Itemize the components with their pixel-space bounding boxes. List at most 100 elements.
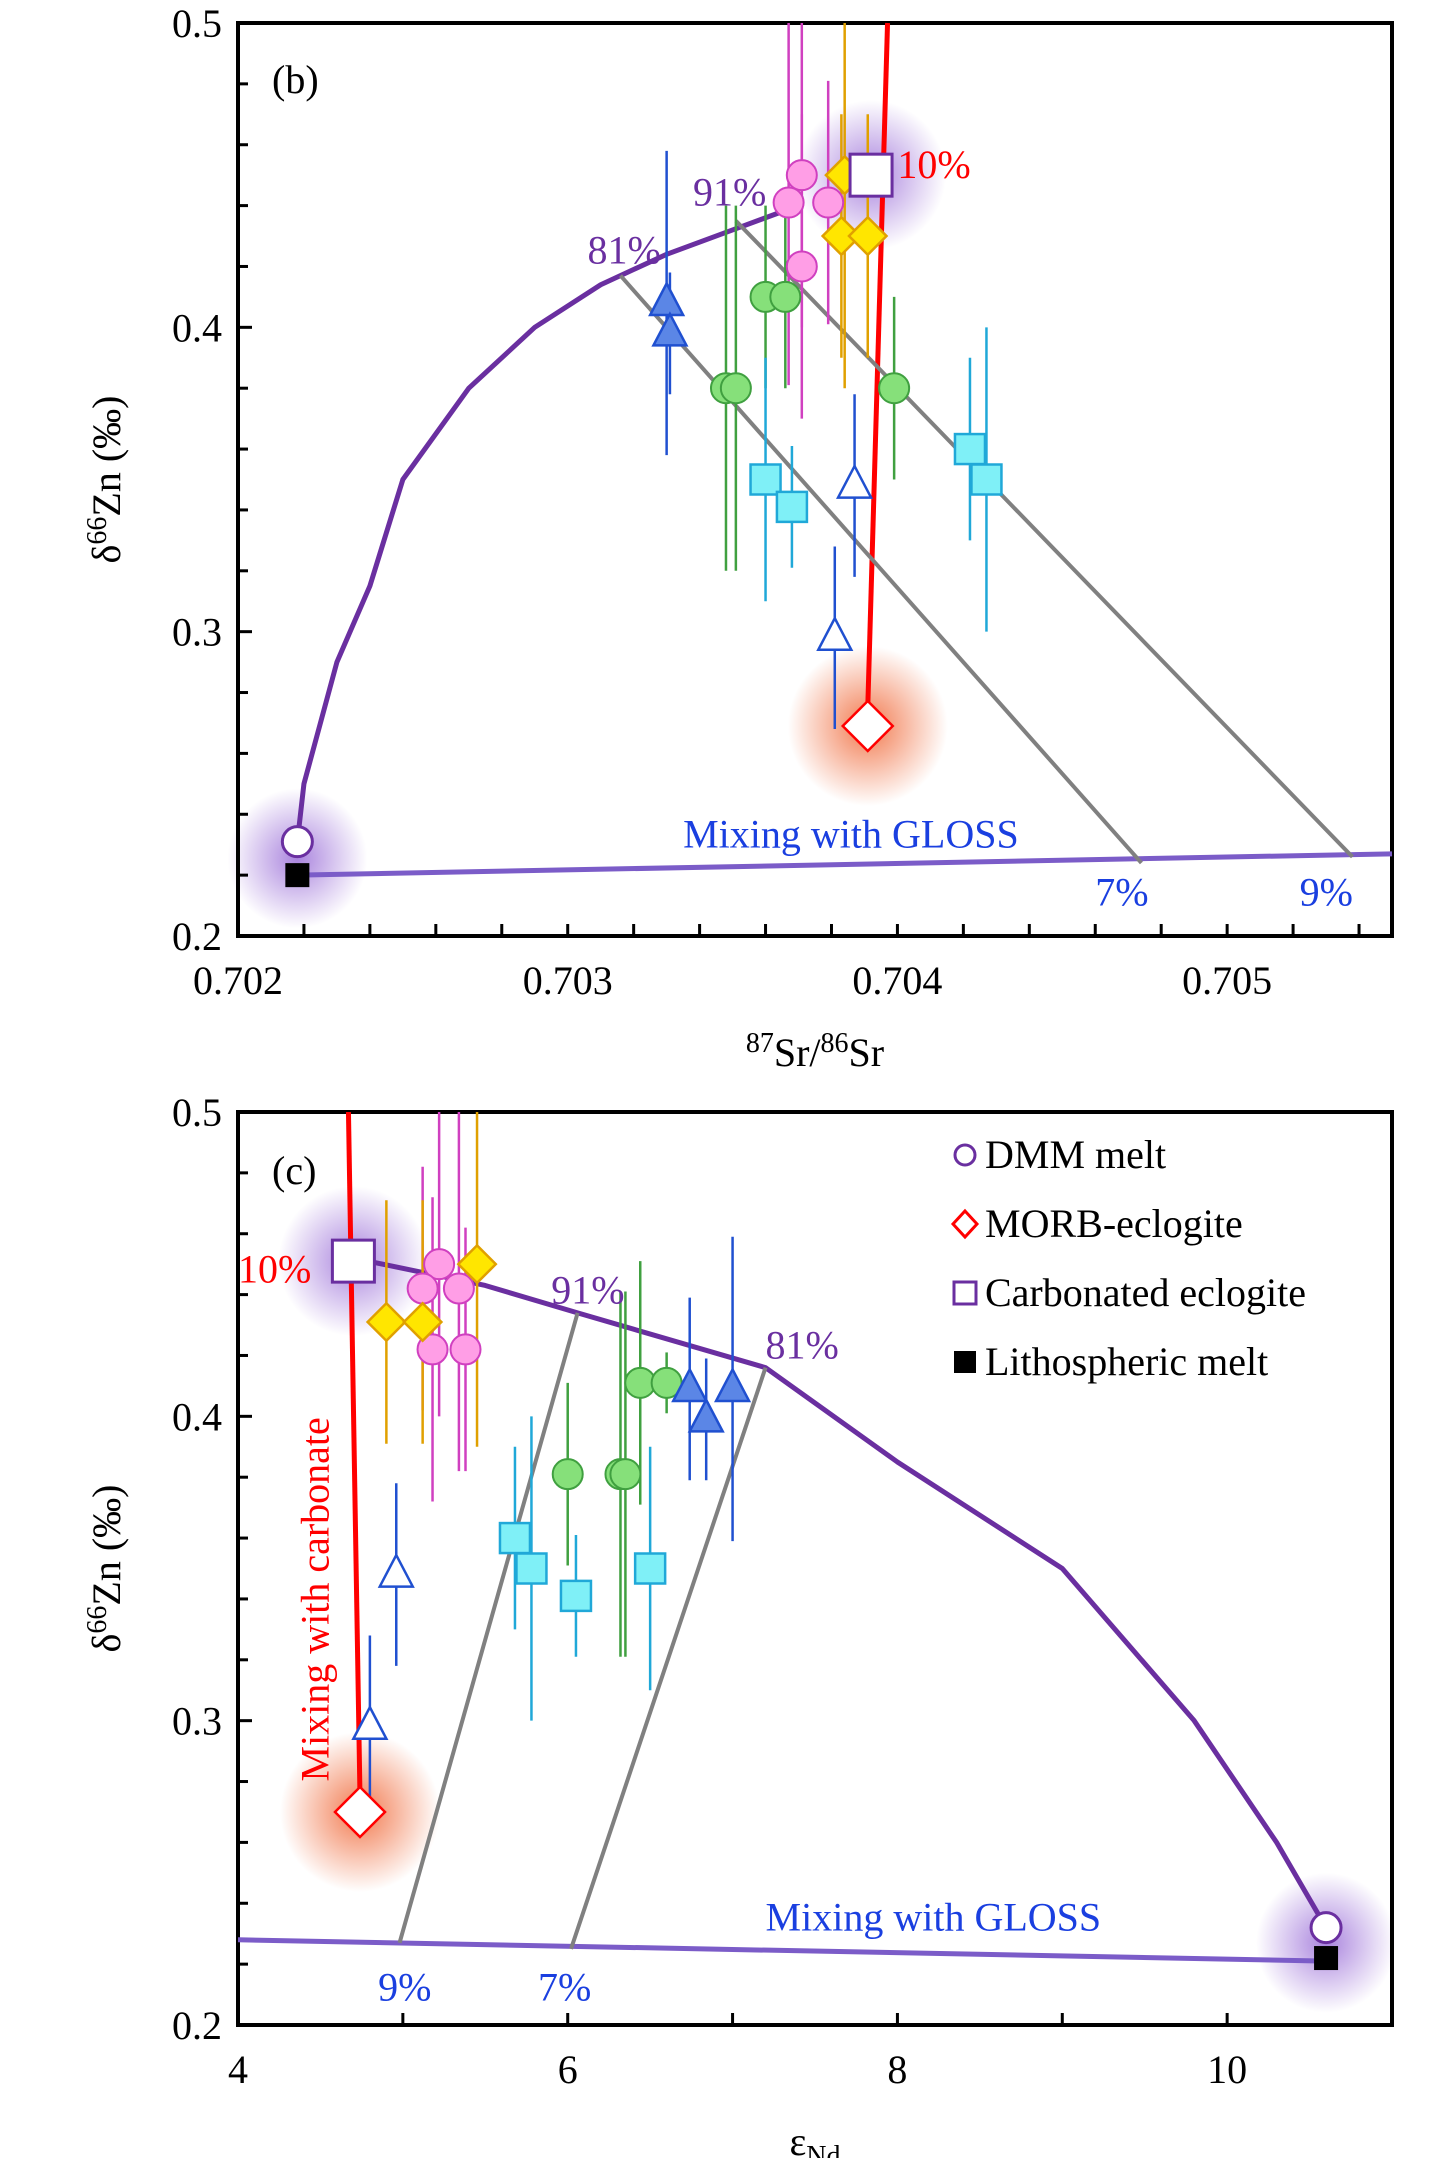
legend-label: Carbonated eclogite [985,1270,1306,1315]
data-point-square [498,1521,532,1555]
data-point-square [775,490,809,524]
y-tick-label: 0.3 [172,610,222,655]
x-axis-label: 87Sr/86Sr [746,1028,884,1075]
y-tick-label: 0.5 [172,1,222,46]
data-point-circle [416,1333,449,1366]
data-point-circle [423,1248,456,1281]
legend-carb-icon [952,1280,978,1306]
data-point-circle [719,372,752,405]
y-axis-label-part: δ [84,545,129,564]
y-tick-label: 0.4 [172,1394,222,1439]
gloss-mixing-line [237,1937,1327,1964]
carbonated-eclogite-marker [848,152,894,198]
y-tick-label: 0.2 [172,914,222,959]
legend-dmm-icon [953,1143,977,1167]
y-tick-label: 0.3 [172,1699,222,1744]
data-point-circle [406,1272,439,1305]
data-point-square [749,463,782,496]
data-point-triangle-open [816,615,854,652]
annotation: 9% [378,1965,431,2010]
dmm-melt-marker [1309,1911,1343,1945]
data-point-circle [785,250,818,283]
data-point-triangle-open [835,463,874,499]
annotation: Mixing with GLOSS [683,812,1019,857]
data-point-square [515,1552,548,1585]
carbonate-mixing-line [345,1111,363,1797]
panel-label: (c) [272,1148,316,1193]
annotation: Mixing with GLOSS [766,1895,1102,1940]
x-axis-label-part: Sr/ [774,1030,822,1075]
plot-frame [236,21,1394,938]
x-tick-label: 0.705 [1182,958,1272,1003]
data-point-triangle-open [351,1704,389,1741]
data-point-circle [785,159,818,192]
y-axis-label-part: δ [84,1634,129,1653]
x-tick-label: 0.703 [523,958,613,1003]
data-point-diamond [402,1301,444,1343]
x-tick-label: 8 [887,2047,907,2092]
y-axis-label: δ66Zn (‰) [82,396,129,564]
data-point-circle [878,372,911,405]
annotation: 81% [587,227,660,272]
y-axis-label: δ66Zn (‰) [82,1485,129,1653]
y-axis-label-part: Zn (‰) [84,1485,129,1606]
x-axis-label-part: Sr [849,1030,885,1075]
annotation: 9% [1300,870,1353,915]
annotation: 10% [238,1246,311,1291]
tie-mixing-line [569,1367,768,1950]
tie-mixing-line [618,274,1143,865]
x-axis-label-part: 86 [821,1028,849,1059]
x-tick-label: 0.702 [193,958,283,1003]
y-tick-label: 0.5 [172,1090,222,1135]
y-axis-label-part: 66 [82,517,113,545]
lithospheric-melt-marker [285,863,310,888]
data-point-triangle [714,1366,752,1403]
data-point-triangle-open [377,1552,415,1588]
gloss-mixing-line [297,851,1393,878]
data-point-square [559,1579,593,1613]
data-point-diamond [456,1243,498,1285]
dmm-melt-marker [280,825,314,859]
annotation: Mixing with carbonate [293,1417,338,1781]
y-tick-label: 0.4 [172,305,222,350]
legend-label: Lithospheric melt [985,1339,1268,1384]
annotation: 7% [538,1965,591,2010]
panel-b: 0.2 0.3 0.4 0.5 0.702 0.703 0.704 0.705 δ66Zn (‰… [82,1,1394,1075]
data-point-triangle [671,1366,709,1403]
legend-morb-icon [950,1208,980,1240]
dmm-carb-mixing-line [294,203,800,842]
data-point-diamond [847,215,889,257]
dmm-carb-mixing-line [352,1255,1329,1929]
dmm-halo [227,788,368,929]
legend-label: DMM melt [985,1132,1166,1177]
tie-mixing-line [397,1312,580,1944]
x-tick-label: 10 [1207,2047,1247,2092]
x-axis-label-part: ε [789,2119,806,2158]
x-axis-label-part: 87 [746,1028,774,1059]
data-point-triangle [687,1397,725,1433]
legend-label: MORB-eclogite [985,1201,1243,1246]
annotation: 91% [551,1268,624,1313]
morb-eclogite-marker [840,699,895,753]
x-tick-label: 4 [228,2047,248,2092]
lithospheric-melt-marker [1314,1946,1339,1971]
data-point-circle [769,280,802,313]
data-point-circle [812,186,845,219]
carbonated-eclogite-marker [330,1238,376,1284]
panel-c: 0.2 0.3 0.4 0.5 4 6 8 10 δ66Zn (‰) εNd (c) 91% 81% 10… [82,1090,1397,2158]
panel-label: (b) [272,57,319,102]
tie-mixing-line [734,219,1354,859]
morb-eclogite-marker [333,1785,387,1839]
data-point-square [953,432,987,466]
data-point-triangle [648,280,686,317]
x-axis-label-part: Nd [806,2141,840,2158]
annotation: 91% [693,170,766,215]
legend-litho-icon [954,1351,976,1373]
y-tick-label: 0.2 [172,2003,222,2048]
data-point-diamond [365,1301,407,1343]
data-point-circle [609,1458,642,1491]
annotation: 10% [897,142,970,187]
x-tick-label: 0.704 [852,958,942,1003]
data-point-triangle [651,311,689,347]
